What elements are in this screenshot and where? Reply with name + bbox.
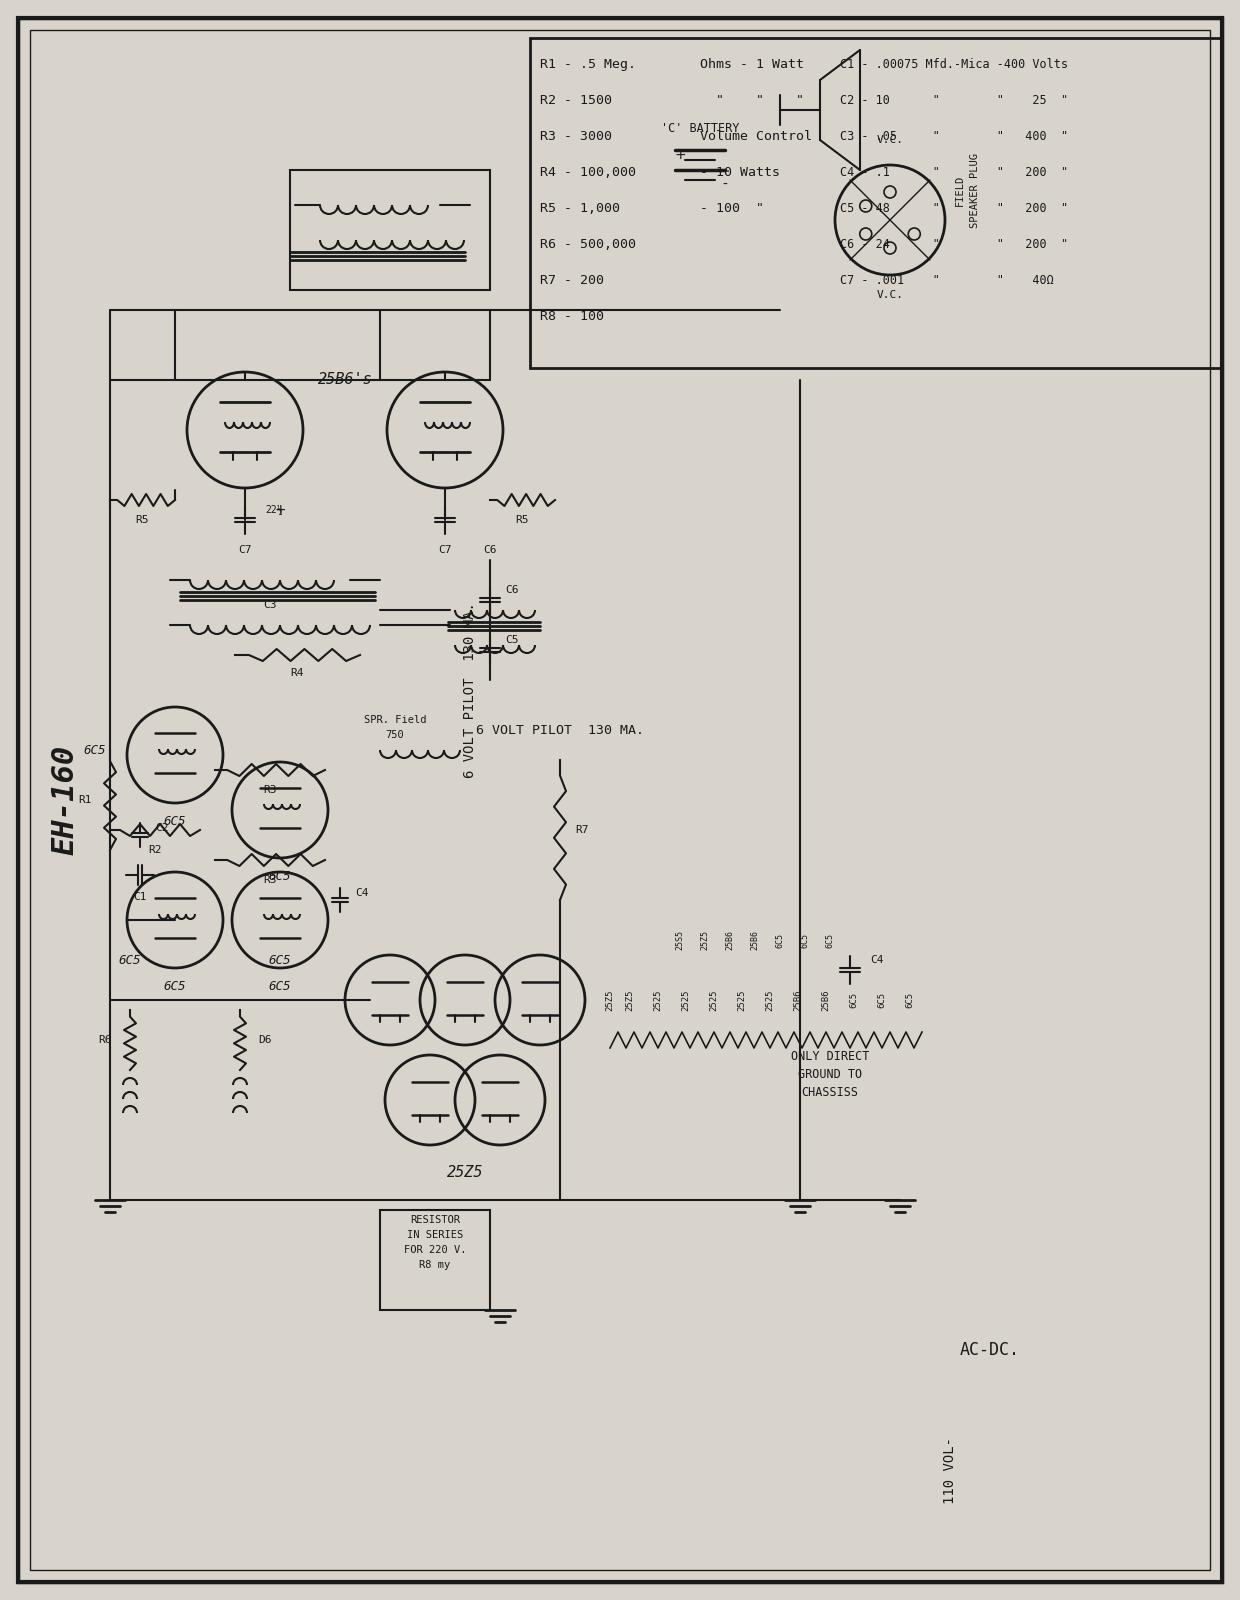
Text: C6: C6 <box>484 546 497 555</box>
Bar <box>290 170 490 290</box>
Text: - 10 Watts: - 10 Watts <box>701 166 780 179</box>
Text: 6C5: 6C5 <box>84 744 107 757</box>
Text: R5: R5 <box>516 515 528 525</box>
Text: +: + <box>675 149 686 162</box>
Text: R1: R1 <box>78 795 92 805</box>
Text: 25B6: 25B6 <box>794 989 802 1011</box>
Text: 6C5: 6C5 <box>849 992 858 1008</box>
Text: C3: C3 <box>263 600 277 610</box>
Text: 6C5: 6C5 <box>119 954 141 966</box>
Bar <box>379 1210 490 1310</box>
Text: R1 - .5 Meg.: R1 - .5 Meg. <box>539 58 636 70</box>
Text: 6C5: 6C5 <box>269 870 291 883</box>
Text: Volume Control: Volume Control <box>701 130 812 142</box>
Text: C1: C1 <box>133 893 146 902</box>
Text: C5 - 48      "        "   200  ": C5 - 48 " " 200 " <box>839 202 1068 214</box>
Text: R5 - 1,000: R5 - 1,000 <box>539 202 620 214</box>
Text: 750: 750 <box>386 730 404 739</box>
Text: RESISTOR: RESISTOR <box>410 1214 460 1226</box>
Text: FOR 220 V.: FOR 220 V. <box>404 1245 466 1254</box>
Text: R3: R3 <box>263 875 277 885</box>
Text: R3 - 3000: R3 - 3000 <box>539 130 613 142</box>
Text: R6 - 500,000: R6 - 500,000 <box>539 238 636 251</box>
Text: - 100  ": - 100 " <box>701 202 764 214</box>
Text: R3: R3 <box>263 786 277 795</box>
Text: +: + <box>274 502 285 517</box>
Text: 2525: 2525 <box>682 989 691 1011</box>
Text: D6: D6 <box>258 1035 272 1045</box>
Bar <box>529 38 1221 368</box>
Text: V.C.: V.C. <box>877 290 904 301</box>
Text: IN SERIES: IN SERIES <box>407 1230 463 1240</box>
Text: C7: C7 <box>238 546 252 555</box>
Text: 6C5: 6C5 <box>269 954 291 966</box>
Text: C3 - .05     "        "   400  ": C3 - .05 " " 400 " <box>839 130 1068 142</box>
Text: SPR. Field: SPR. Field <box>363 715 427 725</box>
Text: 22½: 22½ <box>265 506 283 515</box>
Text: R7 - 200: R7 - 200 <box>539 274 604 286</box>
Text: Ohms - 1 Watt: Ohms - 1 Watt <box>701 58 804 70</box>
Text: 25Z5: 25Z5 <box>625 989 635 1011</box>
Text: C6 - 24      "        "   200  ": C6 - 24 " " 200 " <box>839 238 1068 251</box>
Text: -: - <box>723 178 728 192</box>
Text: 6C5: 6C5 <box>269 979 291 994</box>
Text: C5: C5 <box>505 635 518 645</box>
Text: SPEAKER PLUG: SPEAKER PLUG <box>970 152 980 227</box>
Text: R2 - 1500: R2 - 1500 <box>539 94 613 107</box>
Text: R7: R7 <box>575 826 589 835</box>
Text: 6C5: 6C5 <box>775 933 785 947</box>
Text: 25B6: 25B6 <box>821 989 831 1011</box>
Text: 25Z5: 25Z5 <box>701 930 709 950</box>
Text: 25S5: 25S5 <box>676 930 684 950</box>
Text: R8 - 100: R8 - 100 <box>539 310 604 323</box>
Text: C2 - 10      "        "    25  ": C2 - 10 " " 25 " <box>839 94 1068 107</box>
Text: 6 VOLT PILOT  130 MA.: 6 VOLT PILOT 130 MA. <box>463 602 477 778</box>
Text: R8 my: R8 my <box>419 1261 450 1270</box>
Text: R2: R2 <box>149 845 161 854</box>
Text: 6C5: 6C5 <box>801 933 810 947</box>
Text: FIELD: FIELD <box>955 174 965 206</box>
Text: EH-160: EH-160 <box>51 746 79 854</box>
Text: 'C' BATTERY: 'C' BATTERY <box>661 122 739 134</box>
Text: 25B6: 25B6 <box>725 930 734 950</box>
Text: C7: C7 <box>438 546 451 555</box>
Text: 6 VOLT PILOT  130 MA.: 6 VOLT PILOT 130 MA. <box>476 723 644 736</box>
Text: CHASSISS: CHASSISS <box>801 1086 858 1099</box>
Text: 6C5: 6C5 <box>164 979 186 994</box>
Text: R4: R4 <box>290 669 304 678</box>
Text: "    "    ": " " " <box>701 94 804 107</box>
Text: 6C5: 6C5 <box>826 933 835 947</box>
Text: GROUND TO: GROUND TO <box>797 1069 862 1082</box>
Text: 6C5: 6C5 <box>905 992 915 1008</box>
Text: C4: C4 <box>870 955 883 965</box>
Text: C7 - .001    "        "    40Ω: C7 - .001 " " 40Ω <box>839 274 1054 286</box>
Text: C2: C2 <box>155 822 169 834</box>
Text: R5: R5 <box>135 515 149 525</box>
Text: 25B6: 25B6 <box>750 930 759 950</box>
Text: C6: C6 <box>505 586 518 595</box>
Text: V.C.: V.C. <box>877 134 904 146</box>
Text: AC-DC.: AC-DC. <box>960 1341 1021 1358</box>
Text: C4: C4 <box>355 888 368 898</box>
Text: 25Z5: 25Z5 <box>605 989 615 1011</box>
Text: C1 - .00075 Mfd.-Mica -400 Volts: C1 - .00075 Mfd.-Mica -400 Volts <box>839 58 1068 70</box>
Text: 25Z5: 25Z5 <box>446 1165 484 1181</box>
Text: 2525: 2525 <box>765 989 775 1011</box>
Text: C4 - .1      "        "   200  ": C4 - .1 " " 200 " <box>839 166 1068 179</box>
Text: 6C5: 6C5 <box>878 992 887 1008</box>
Text: 2525: 2525 <box>653 989 662 1011</box>
Text: ONLY DIRECT: ONLY DIRECT <box>791 1050 869 1062</box>
Text: R4 - 100,000: R4 - 100,000 <box>539 166 636 179</box>
Text: 2525: 2525 <box>738 989 746 1011</box>
Text: R6: R6 <box>98 1035 112 1045</box>
Text: 25B6's: 25B6's <box>317 373 372 387</box>
Text: 110 VOL-: 110 VOL- <box>942 1437 957 1504</box>
Text: 6C5: 6C5 <box>164 814 186 829</box>
Text: 2525: 2525 <box>709 989 718 1011</box>
